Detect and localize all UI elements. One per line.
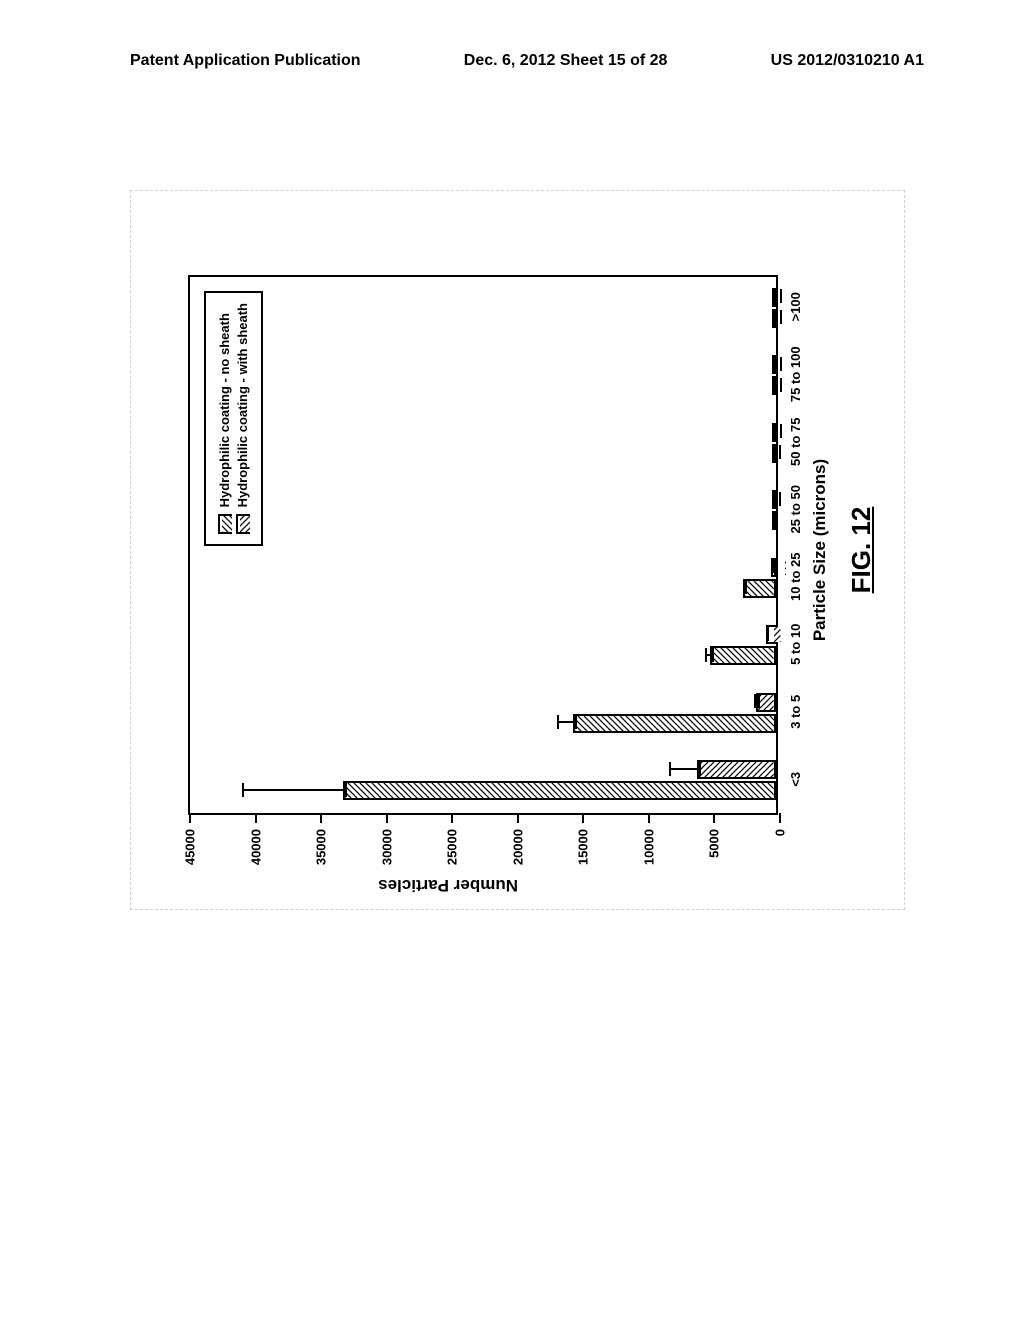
error-bar — [705, 654, 714, 656]
error-bar — [779, 384, 781, 386]
x-tick-label: <3 — [788, 772, 803, 787]
legend-swatch-with-sheath — [235, 514, 249, 534]
bar — [772, 355, 776, 374]
bar — [772, 309, 776, 328]
y-axis-title: Number Particles — [378, 875, 518, 895]
bar — [572, 714, 775, 733]
legend: Hydrophilic coating - no sheath Hydrophi… — [204, 291, 263, 546]
x-axis-title: Particle Size (microns) — [810, 459, 830, 641]
error-bar — [773, 565, 775, 567]
y-tick-label: 5000 — [706, 829, 721, 858]
y-tick-label: 0 — [772, 829, 787, 836]
bar — [710, 646, 776, 665]
y-tick — [385, 813, 387, 823]
y-tick-label: 35000 — [313, 829, 328, 865]
legend-item-no-sheath: Hydrophilic coating - no sheath — [217, 303, 232, 534]
y-tick — [189, 813, 191, 823]
y-tick — [516, 813, 518, 823]
bar — [772, 490, 776, 509]
y-tick-label: 25000 — [444, 829, 459, 865]
x-tick-label: 75 to 100 — [788, 346, 803, 402]
error-bar — [242, 789, 347, 791]
x-tick-label: 3 to 5 — [788, 695, 803, 729]
error-bar — [668, 768, 701, 770]
y-tick — [779, 813, 781, 823]
error-bar — [766, 633, 769, 635]
error-bar — [779, 451, 781, 453]
header-left: Patent Application Publication — [130, 52, 361, 70]
error-bar — [779, 430, 781, 432]
x-tick-label: 25 to 50 — [788, 485, 803, 533]
bar — [772, 376, 776, 395]
legend-swatch-no-sheath — [217, 514, 231, 534]
y-tick-label: 40000 — [248, 829, 263, 865]
bar — [697, 760, 776, 779]
y-tick-label: 15000 — [575, 829, 590, 865]
y-tick — [713, 813, 715, 823]
x-tick-label: 10 to 25 — [788, 553, 803, 601]
bar — [772, 444, 776, 463]
figure-label: FIG. 12 — [846, 507, 877, 594]
error-bar — [779, 316, 781, 318]
error-bar — [753, 700, 760, 702]
y-tick-label: 20000 — [510, 829, 525, 865]
y-tick — [582, 813, 584, 823]
error-bar — [557, 721, 577, 723]
y-tick-label: 45000 — [182, 829, 197, 865]
y-tick — [647, 813, 649, 823]
page-header: Patent Application Publication Dec. 6, 2… — [0, 52, 1024, 70]
error-bar — [778, 498, 780, 500]
header-center: Dec. 6, 2012 Sheet 15 of 28 — [464, 52, 668, 70]
chart-rotated-container: Number Particles 05000100001500020000250… — [138, 205, 898, 895]
error-bar — [743, 586, 747, 588]
y-tick — [451, 813, 453, 823]
legend-item-with-sheath: Hydrophilic coating - with sheath — [235, 303, 250, 534]
error-bar — [775, 519, 777, 521]
error-bar — [779, 295, 781, 297]
bar — [343, 781, 776, 800]
x-tick-label: 50 to 75 — [788, 418, 803, 466]
header-right: US 2012/0310210 A1 — [771, 52, 924, 70]
bar — [772, 423, 776, 442]
figure-panel: Number Particles 05000100001500020000250… — [130, 190, 905, 910]
error-bar — [779, 363, 781, 365]
legend-label-with-sheath: Hydrophilic coating - with sheath — [235, 303, 250, 507]
x-tick-label: >100 — [788, 292, 803, 321]
bar — [743, 579, 776, 598]
y-tick — [254, 813, 256, 823]
x-tick-label: 5 to 10 — [788, 624, 803, 665]
y-tick-label: 10000 — [641, 829, 656, 865]
y-tick — [320, 813, 322, 823]
plot-area: 0500010000150002000025000300003500040000… — [188, 275, 778, 815]
y-tick-label: 30000 — [379, 829, 394, 865]
bar — [772, 511, 776, 530]
bar — [772, 288, 776, 307]
legend-label-no-sheath: Hydrophilic coating - no sheath — [217, 313, 232, 507]
